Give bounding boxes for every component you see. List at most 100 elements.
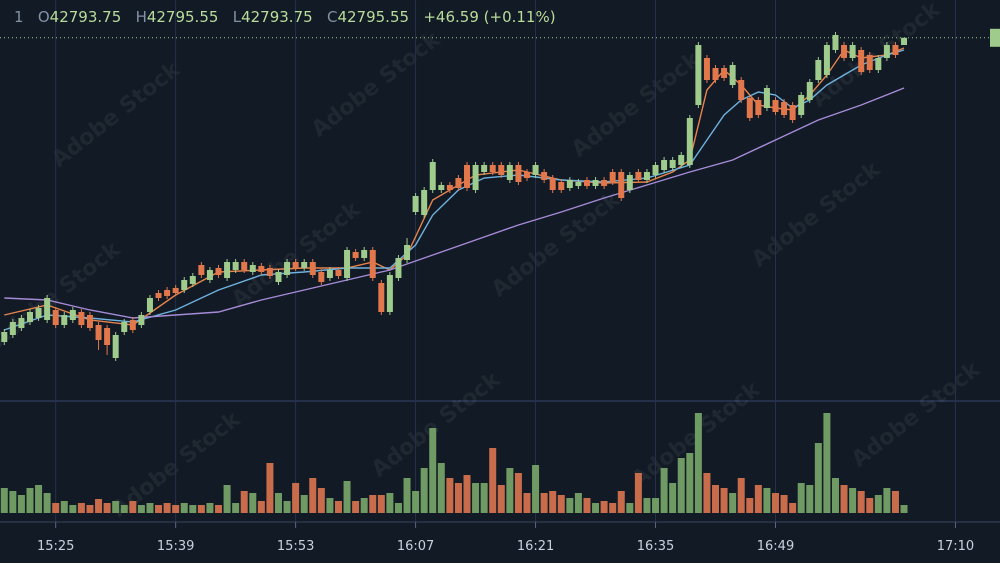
candle-body (541, 172, 548, 180)
candle-body (549, 178, 556, 190)
candle-body (95, 325, 102, 340)
volume-bar (334, 501, 342, 513)
candle-body (901, 37, 908, 45)
volume-bar (197, 505, 205, 513)
candle-body (841, 45, 848, 58)
volume-bar (369, 495, 377, 513)
candle-body (643, 172, 650, 180)
volume-bar (454, 483, 462, 513)
candle-body (421, 190, 428, 215)
volume-bar (172, 505, 180, 513)
volume-bar (514, 473, 522, 513)
volume-bar (86, 505, 94, 513)
volume-bar (240, 491, 248, 513)
volume-bar (866, 498, 874, 513)
volume-bar (771, 493, 779, 513)
volume-bar (532, 465, 540, 513)
volume-bar (557, 495, 565, 513)
candle-body (181, 280, 188, 290)
x-tick-label: 16:49 (757, 539, 794, 554)
high-label: H (135, 8, 147, 26)
candle-body (652, 165, 659, 175)
candle-body (669, 160, 676, 168)
low-label: L (232, 8, 242, 26)
candle-body (138, 315, 145, 325)
candle-body (806, 82, 813, 100)
volume-bar (120, 505, 128, 513)
candle-body (266, 268, 273, 276)
watermark: Adobe Stock (47, 56, 186, 172)
candle-body (823, 45, 830, 75)
candle-body (241, 262, 248, 270)
candle-body (489, 165, 496, 172)
volume-bar (394, 503, 402, 513)
volume-bar (814, 443, 822, 513)
volume-bar (429, 428, 437, 513)
volume-bar (103, 503, 111, 513)
candle-body (35, 308, 42, 318)
volume-bar (274, 493, 282, 513)
candle-body (438, 185, 445, 190)
volume-bar (309, 478, 317, 513)
candle-body (198, 265, 205, 275)
candle-body (798, 95, 805, 115)
volume-bar (17, 495, 25, 513)
candle-body (309, 262, 316, 275)
last-price-marker (990, 28, 1000, 47)
x-tick-label: 16:21 (517, 539, 554, 554)
volume-bar (155, 505, 163, 513)
candle-body (746, 98, 753, 118)
volume-bar (95, 499, 103, 513)
candle-body (695, 45, 702, 105)
candle-body (523, 172, 530, 178)
volume-bar (729, 493, 737, 513)
candle-body (583, 180, 590, 186)
low-value: 42793.75 (241, 8, 313, 26)
candle-body (318, 272, 325, 282)
candle-body (275, 272, 282, 282)
x-tick-label: 16:07 (397, 539, 434, 554)
candle-body (472, 165, 479, 190)
candle-body (78, 312, 85, 325)
volume-bar (26, 488, 34, 513)
volume-bar (437, 463, 445, 513)
candle-body (172, 288, 179, 293)
volume-bar (489, 448, 497, 513)
volume-bar (129, 501, 137, 513)
volume-bar (626, 503, 634, 513)
candle-body (284, 262, 291, 275)
open-label: O (37, 8, 50, 26)
volume-bar (497, 485, 505, 513)
candle-body (721, 68, 728, 78)
x-tick-label: 17:10 (937, 539, 974, 554)
volume-bar (703, 473, 711, 513)
candle-body (86, 315, 93, 328)
volume-bar (257, 501, 265, 513)
volume-bar (463, 475, 471, 513)
volume-bar (600, 501, 608, 513)
candle-body (601, 180, 608, 186)
candle-body (52, 310, 59, 325)
volume-bar (446, 478, 454, 513)
volume-bar (686, 453, 694, 513)
volume-bar (506, 468, 514, 513)
candle-body (481, 165, 488, 172)
candle-body (781, 102, 788, 115)
candle-body (326, 270, 333, 278)
candle-body (772, 100, 779, 112)
candle-body (232, 262, 239, 270)
candle-body (258, 266, 265, 272)
candle-body (464, 165, 471, 188)
volume-bar (343, 481, 351, 513)
candle-body (249, 265, 256, 272)
candle-body (1, 332, 8, 342)
candle-body (121, 322, 128, 332)
volume-bar (69, 505, 77, 513)
volume-bar (412, 491, 420, 513)
candle-body (883, 45, 890, 58)
volume-bar (712, 485, 720, 513)
volume-bar (652, 498, 660, 513)
candle-body (832, 35, 839, 50)
volume-bar (0, 488, 8, 513)
watermark: Adobe Stock (847, 356, 986, 472)
